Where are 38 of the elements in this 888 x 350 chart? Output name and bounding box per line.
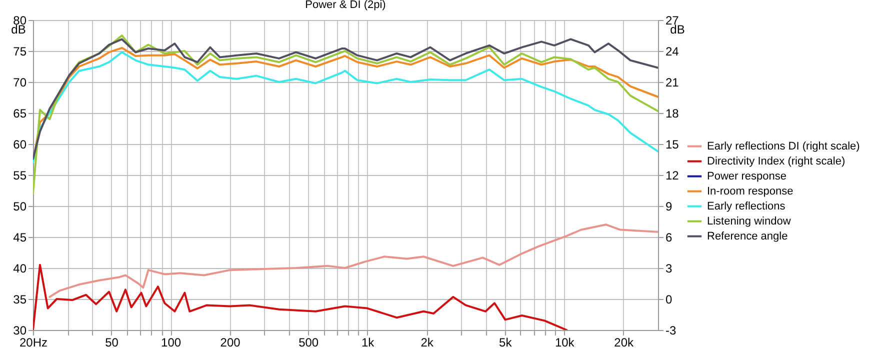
chart-title: Power & DI (2pi) [305,0,386,11]
y2-tick-label: 12 [666,168,680,182]
x-tick-label: 100 [161,336,182,350]
x-tick-label: 200 [220,336,241,350]
y-tick-label: 70 [13,76,27,90]
y-tick-label: 55 [13,168,27,182]
y2-tick-label: 9 [666,200,672,214]
legend-label: Power response [707,170,786,182]
y2-tick-label: 15 [666,138,680,152]
y-tick-label: 40 [13,262,27,276]
y-tick-label: 75 [13,44,27,58]
x-tick-label: 20Hz [19,336,48,350]
legend-label: Listening window [707,215,791,228]
y-tick-label: 60 [13,138,27,152]
y2-tick-label: -3 [666,324,676,338]
x-tick-label: 2k [420,336,434,350]
legend-label: Directivity Index (right scale) [707,155,846,168]
y-tick-label: 50 [13,200,27,214]
y2-tick-label: 6 [666,230,672,244]
y2-tick-label: 21 [666,76,680,90]
y-tick-label: 45 [13,230,27,244]
y-tick-label: 35 [13,292,27,306]
y2-tick-label: 24 [666,44,680,58]
legend-label: Reference angle [707,230,788,242]
y2-tick-label: 3 [666,262,672,276]
y2-tick-label: 0 [666,292,672,306]
x-tick-label: 1k [361,336,376,350]
x-tick-label: 10k [554,336,576,350]
x-tick-label: 5k [499,336,513,350]
x-tick-label: 20k [614,336,635,350]
y-tick-label: 65 [13,106,27,120]
y-tick-label: 30 [13,324,27,338]
x-tick-label: 500 [298,336,319,350]
legend-label: Early reflections [707,200,786,212]
legend-label: Early reflections DI (right scale) [707,140,860,152]
y2-tick-label: 18 [666,106,680,120]
legend-label: In-room response [707,185,794,198]
x-tick-label: 50 [105,336,119,350]
